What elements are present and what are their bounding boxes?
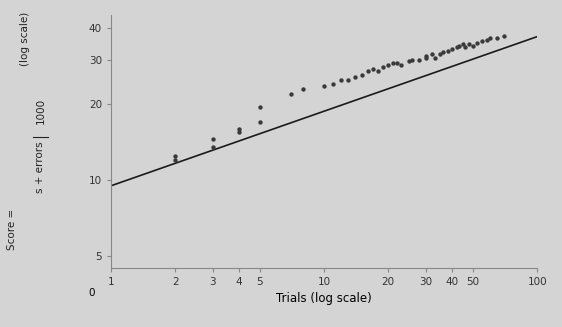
Point	[208, 137, 217, 142]
Point	[472, 40, 481, 45]
Point	[171, 158, 180, 163]
Point	[500, 34, 509, 39]
Point	[438, 50, 447, 55]
Point	[415, 57, 424, 62]
Point	[208, 145, 217, 150]
Point	[430, 55, 439, 60]
Text: Score =: Score =	[7, 208, 17, 250]
Point	[455, 43, 464, 48]
Point	[397, 62, 406, 68]
Text: s + errors: s + errors	[35, 141, 46, 193]
Point	[320, 84, 329, 89]
Text: 1000: 1000	[35, 98, 46, 124]
Point	[299, 86, 308, 91]
Text: (log scale): (log scale)	[20, 12, 30, 66]
Point	[357, 73, 366, 78]
Point	[171, 153, 180, 158]
Point	[405, 59, 414, 64]
Point	[469, 43, 478, 48]
Point	[392, 60, 401, 66]
Point	[351, 75, 360, 80]
Point	[369, 66, 378, 72]
Point	[255, 119, 264, 125]
Point	[486, 35, 495, 41]
Point	[374, 68, 383, 74]
Point	[443, 48, 452, 53]
Point	[388, 60, 397, 66]
Point	[493, 35, 502, 41]
Point	[255, 104, 264, 110]
X-axis label: Trials (log scale): Trials (log scale)	[276, 292, 372, 305]
Point	[235, 126, 244, 131]
Point	[422, 53, 430, 59]
Point	[427, 52, 436, 57]
Point	[422, 55, 430, 60]
Point	[344, 77, 353, 82]
Point	[384, 62, 393, 68]
Point	[408, 57, 417, 62]
Point	[448, 46, 457, 52]
Point	[452, 45, 461, 50]
Point	[363, 68, 372, 74]
Point	[477, 39, 486, 44]
Point	[482, 37, 491, 42]
Point	[461, 45, 470, 50]
Point	[235, 129, 244, 135]
Point	[379, 64, 388, 70]
Point	[465, 42, 474, 47]
Text: 0: 0	[88, 288, 95, 298]
Point	[459, 42, 468, 47]
Point	[287, 91, 296, 96]
Point	[436, 52, 445, 57]
Point	[328, 81, 337, 87]
Point	[337, 77, 346, 82]
